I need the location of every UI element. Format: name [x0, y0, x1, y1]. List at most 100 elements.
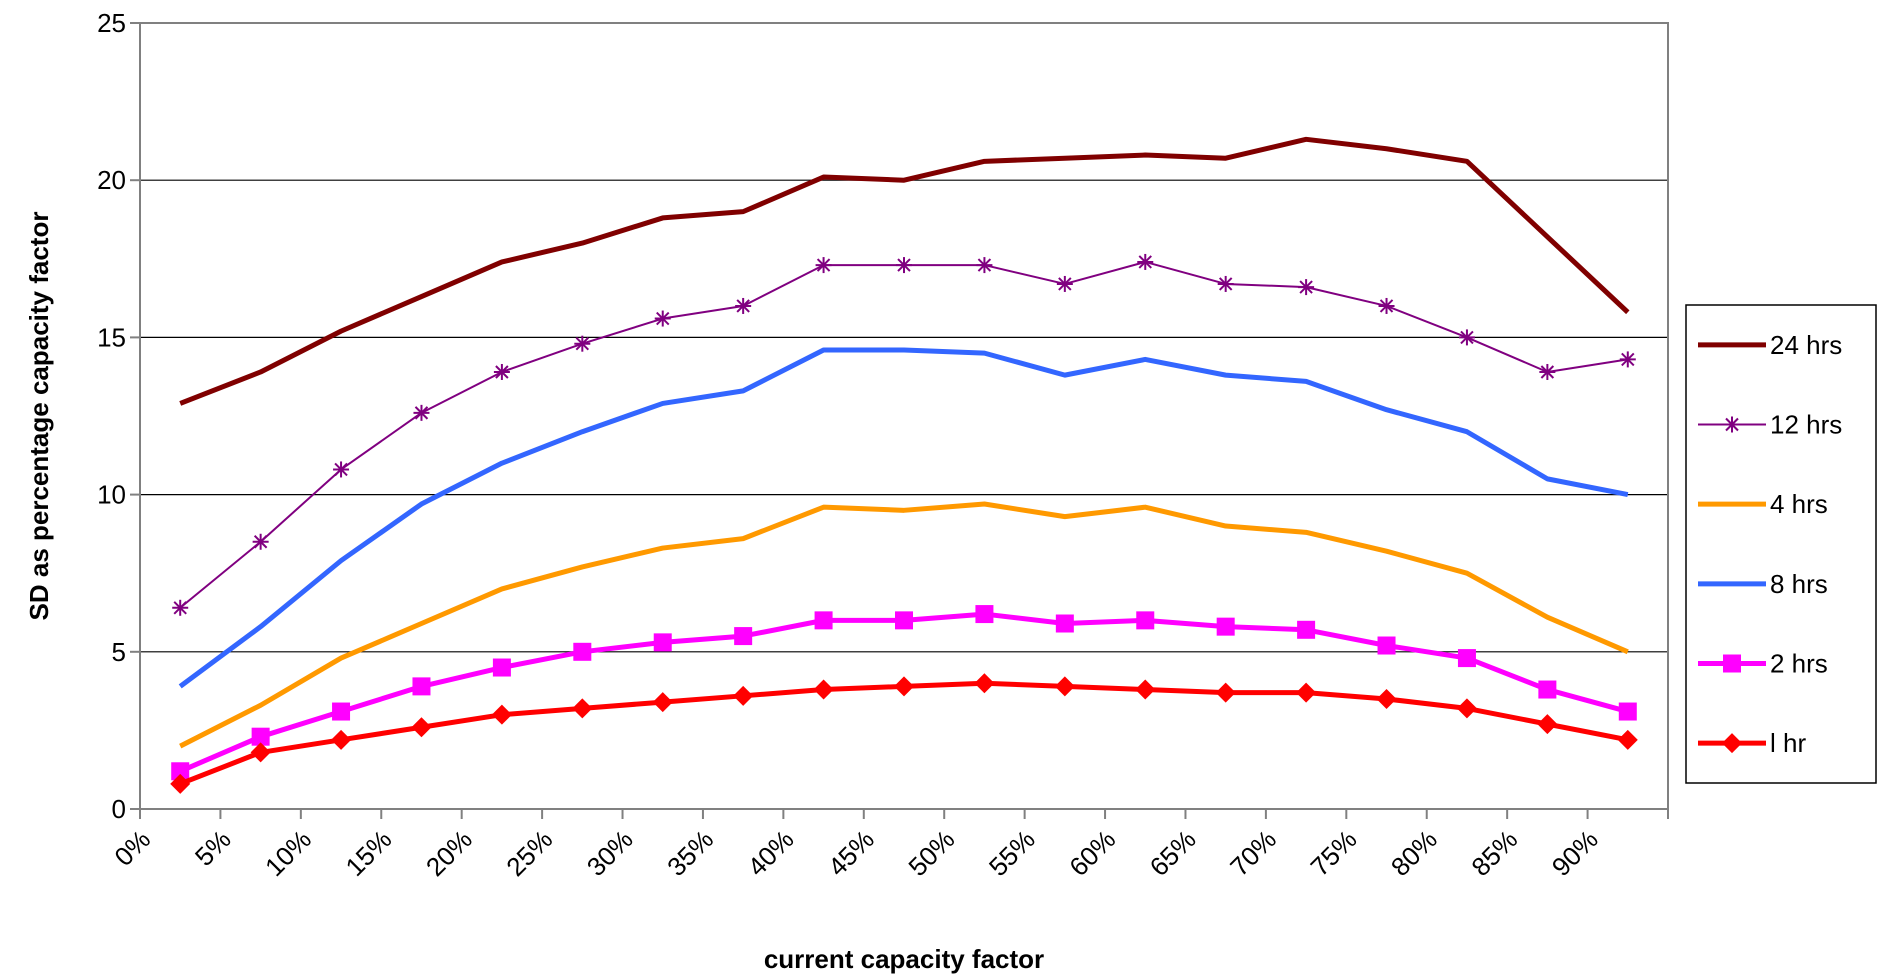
data-point-12-hrs — [1458, 329, 1475, 346]
legend-item-24-hrs: 24 hrs — [1698, 330, 1842, 360]
data-point-l-hr — [331, 729, 352, 750]
series-l-hr — [170, 673, 1638, 794]
data-point-12-hrs — [1137, 253, 1154, 270]
x-tick-label: 80% — [1385, 824, 1443, 882]
y-tick-label: 10 — [97, 480, 126, 510]
legend: 24 hrs 12 hrs 4 hrs 8 hrs 2 hrs l hr — [1685, 304, 1877, 784]
data-point-2-hrs — [251, 727, 270, 746]
legend-item-8-hrs: 8 hrs — [1698, 569, 1828, 599]
x-tick-label: 20% — [420, 824, 478, 882]
data-point-l-hr — [1135, 679, 1156, 700]
data-point-l-hr — [733, 685, 754, 706]
grid-lines — [140, 179, 1668, 653]
legend-label: l hr — [1770, 728, 1806, 758]
data-point-12-hrs — [252, 533, 269, 550]
y-tick-label: 25 — [97, 8, 126, 38]
series-line-4-hrs — [179, 501, 1629, 749]
x-tick-label: 5% — [189, 824, 237, 872]
plot-area — [139, 22, 1669, 810]
data-point-12-hrs — [1056, 275, 1073, 292]
data-point-l-hr — [1537, 714, 1558, 735]
x-tick-label: 75% — [1305, 824, 1363, 882]
data-point-l-hr — [250, 742, 271, 763]
legend-box — [1685, 304, 1877, 784]
y-tick-label: 5 — [112, 637, 126, 667]
data-point-l-hr — [1296, 682, 1317, 703]
data-point-2-hrs — [573, 642, 592, 661]
data-point-l-hr — [1456, 698, 1477, 719]
data-point-2-hrs — [814, 611, 833, 630]
data-point-l-hr — [1617, 729, 1638, 750]
data-point-2-hrs — [1377, 636, 1396, 655]
legend-item-4-hrs: 4 hrs — [1698, 489, 1828, 519]
data-point-12-hrs — [413, 404, 430, 421]
legend-label: 4 hrs — [1770, 489, 1828, 519]
data-point-2-hrs — [332, 702, 351, 721]
series-group — [170, 136, 1638, 794]
x-tick-label: 10% — [259, 824, 317, 882]
series-12-hrs — [172, 253, 1636, 616]
data-point-2-hrs — [1136, 611, 1155, 630]
data-point-l-hr — [491, 704, 512, 725]
data-point-12-hrs — [493, 363, 510, 380]
data-point-2-hrs — [1216, 617, 1235, 636]
data-point-l-hr — [1215, 682, 1236, 703]
y-tick-label: 20 — [97, 165, 126, 195]
series-line-l-hr — [179, 680, 1629, 787]
data-point-12-hrs — [1298, 279, 1315, 296]
legend-label: 24 hrs — [1770, 330, 1842, 360]
data-point-l-hr — [1054, 676, 1075, 697]
x-tick-label: 30% — [581, 824, 639, 882]
x-tick-label: 50% — [902, 824, 960, 882]
legend-marker — [1723, 654, 1741, 673]
legend-marker — [1722, 733, 1742, 754]
x-tick-label: 60% — [1063, 824, 1121, 882]
data-point-l-hr — [813, 679, 834, 700]
data-point-2-hrs — [1055, 614, 1074, 633]
data-point-12-hrs — [815, 257, 832, 274]
y-axis-ticks: 0 5 10 15 20 25 — [97, 8, 140, 824]
legend-marker — [1724, 416, 1740, 433]
series-line-24-hrs — [179, 136, 1630, 406]
y-axis-label: SD as percentage capacity factor — [24, 212, 54, 621]
data-point-l-hr — [572, 698, 593, 719]
legend-item-12-hrs: 12 hrs — [1698, 410, 1842, 440]
legend-item-2-hrs: 2 hrs — [1698, 649, 1828, 679]
data-point-2-hrs — [1297, 620, 1316, 639]
series-2-hrs — [171, 605, 1637, 781]
data-point-l-hr — [652, 692, 673, 713]
x-tick-label: 70% — [1224, 824, 1282, 882]
x-tick-label: 55% — [983, 824, 1041, 882]
data-point-l-hr — [974, 673, 995, 694]
x-tick-label: 65% — [1144, 824, 1202, 882]
data-point-2-hrs — [895, 611, 913, 630]
series-24-hrs — [179, 136, 1630, 406]
legend-label: 8 hrs — [1770, 569, 1828, 599]
x-tick-label: 40% — [742, 824, 800, 882]
x-tick-label: 25% — [500, 824, 558, 882]
x-axis-ticks: 0% 5% 10% 15% 20% 25% 30% 35% 40% 45% 50% 55% 60% 65%… — [108, 809, 1669, 882]
data-point-2-hrs — [734, 627, 753, 646]
y-tick-label: 15 — [97, 322, 126, 352]
series-8-hrs — [178, 347, 1629, 689]
data-point-2-hrs — [412, 677, 431, 696]
x-tick-label: 15% — [339, 824, 397, 882]
data-point-12-hrs — [1217, 275, 1234, 292]
y-tick-label: 0 — [112, 794, 126, 824]
data-point-12-hrs — [654, 310, 671, 327]
data-point-12-hrs — [735, 297, 752, 314]
series-4-hrs — [179, 501, 1629, 749]
legend-item-l-hr: l hr — [1698, 728, 1806, 758]
series-line-8-hrs — [178, 347, 1629, 689]
data-point-12-hrs — [333, 461, 350, 478]
x-tick-label: 90% — [1546, 824, 1604, 882]
data-point-2-hrs — [653, 633, 672, 652]
data-point-12-hrs — [172, 599, 189, 616]
data-point-2-hrs — [492, 658, 511, 677]
x-tick-label: 35% — [661, 824, 719, 882]
data-point-2-hrs — [975, 605, 994, 624]
legend-label: 12 hrs — [1770, 410, 1842, 440]
data-point-2-hrs — [1618, 702, 1637, 721]
x-tick-label: 45% — [822, 824, 880, 882]
